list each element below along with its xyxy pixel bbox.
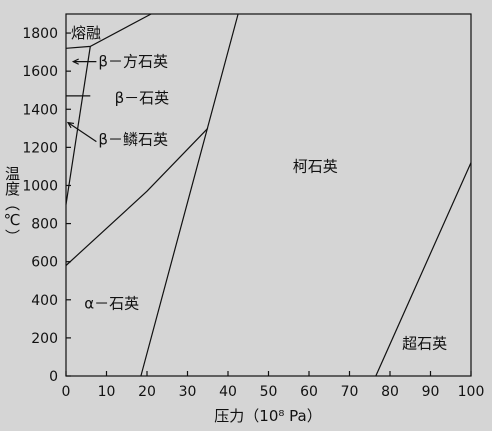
leader-arrow-line (67, 122, 97, 143)
x-tick-label: 0 (62, 384, 71, 400)
x-tick-label: 20 (138, 384, 156, 400)
phase-boundary-line (65, 46, 91, 205)
x-axis: 0 10 20 30 40 50 60 70 80 90 100 (62, 371, 485, 400)
y-tick-label: 1800 (22, 26, 58, 42)
x-tick-label: 40 (219, 384, 237, 400)
x-tick-label: 80 (381, 384, 399, 400)
x-tick-label: 30 (179, 384, 197, 400)
x-tick-label: 10 (98, 384, 116, 400)
phase-boundary-line (140, 13, 239, 377)
leader-arrow-head (66, 121, 75, 129)
x-tick-label: 90 (422, 384, 440, 400)
x-tick-label: 60 (300, 384, 318, 400)
y-tick-label: 200 (31, 331, 58, 347)
region-label: β－石英 (115, 89, 170, 107)
label-arrows (66, 58, 97, 143)
y-tick-label: 1200 (22, 140, 58, 156)
y-axis-title: 温度（℃） (3, 166, 21, 244)
y-axis: 0 200 400 600 800 1000 1200 1400 1600 1800 (22, 26, 71, 385)
region-label: 柯石英 (293, 157, 338, 175)
region-label: 超石英 (402, 335, 447, 353)
region-label: α－石英 (84, 295, 139, 313)
x-axis-title: 压力（10⁸ Pa） (214, 407, 321, 425)
y-tick-label: 400 (31, 293, 58, 309)
phase-boundary-line (65, 127, 209, 266)
y-tick-label: 1400 (22, 102, 58, 118)
region-label: 熔融 (71, 24, 101, 42)
y-tick-label: 0 (49, 369, 58, 385)
y-tick-label: 1000 (22, 178, 58, 194)
x-tick-label: 70 (341, 384, 359, 400)
region-label: β－方石英 (98, 53, 168, 71)
y-tick-label: 1600 (22, 64, 58, 80)
y-tick-label: 800 (31, 217, 58, 233)
x-tick-label: 50 (260, 384, 278, 400)
x-tick-label: 100 (458, 384, 485, 400)
phase-boundaries (65, 13, 472, 377)
phase-boundary-line (375, 162, 472, 377)
y-tick-label: 600 (31, 255, 58, 271)
leader-arrow-head (71, 58, 79, 65)
region-label: β－鳞石英 (98, 131, 168, 149)
